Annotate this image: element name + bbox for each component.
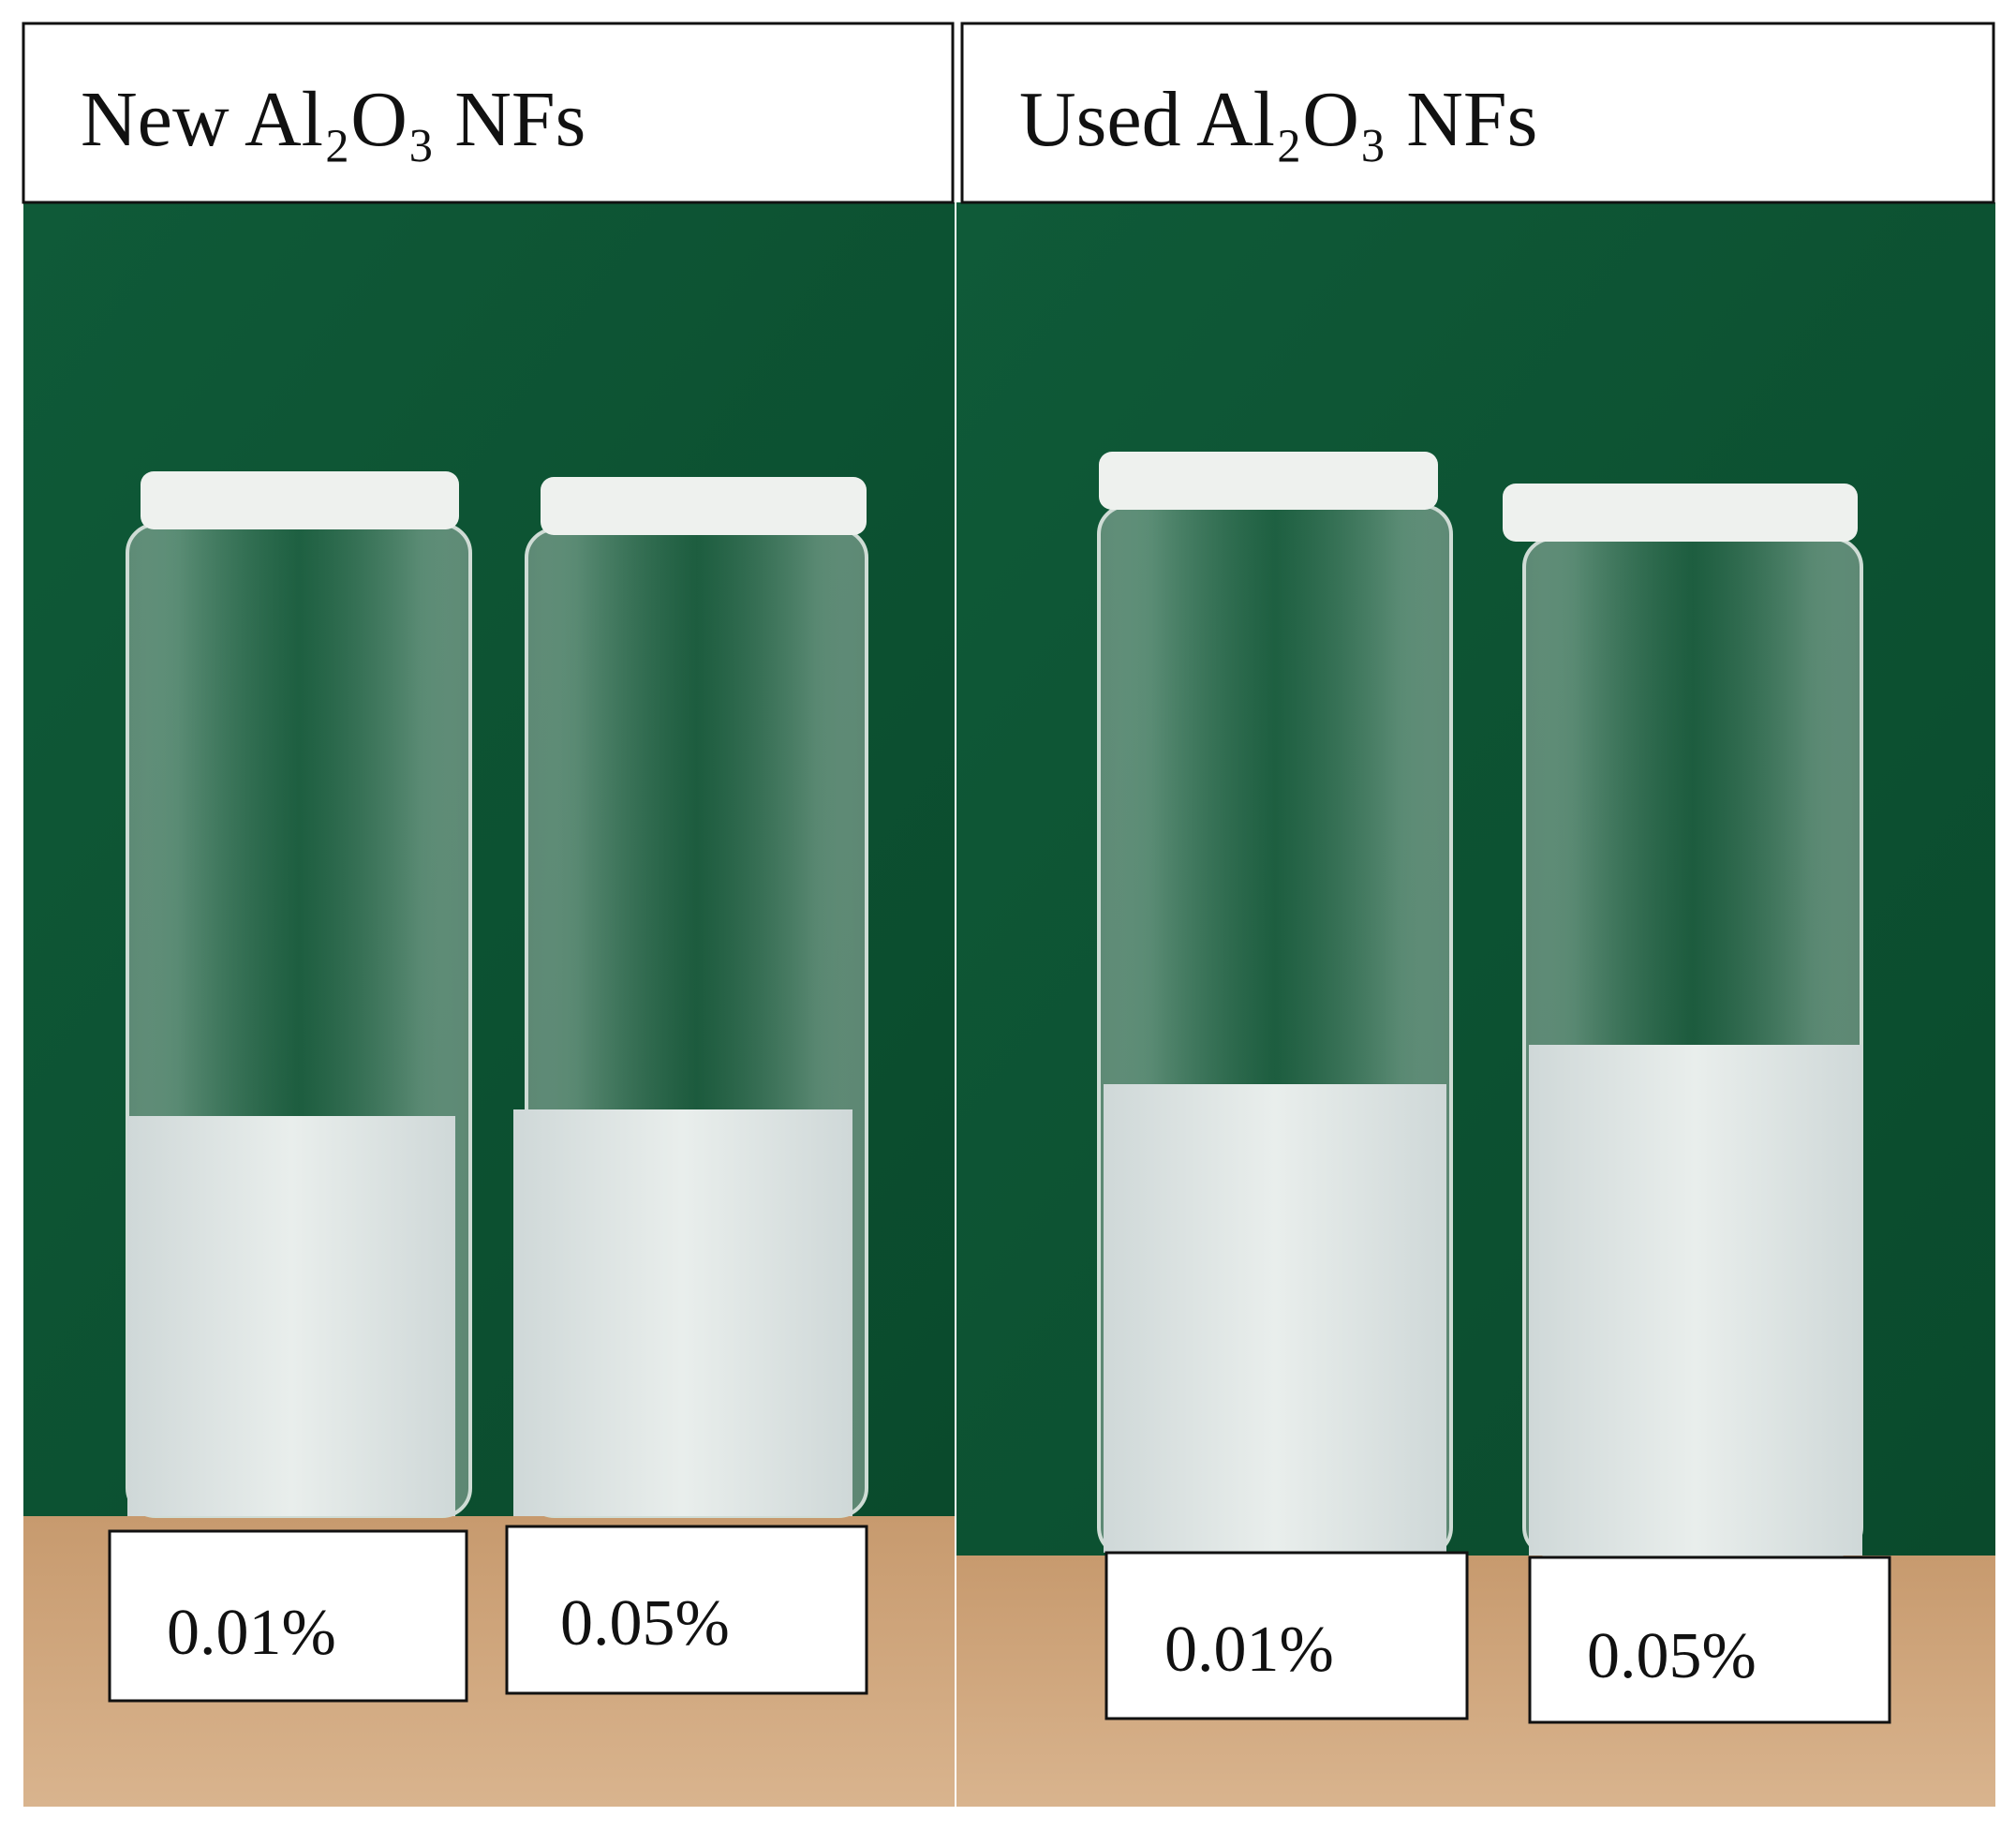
concentration-label: 0.05% <box>560 1587 730 1660</box>
title-box <box>22 22 955 204</box>
panel-title: Used Al₂O₃ NFs <box>1019 76 1537 163</box>
title-box <box>960 22 1995 204</box>
concentration-label: 0.05% <box>1587 1620 1757 1692</box>
panel-title: New Al₂O₃ NFs <box>81 76 586 163</box>
label-box <box>108 1529 468 1703</box>
label-box <box>1104 1551 1469 1720</box>
concentration-label: 0.01% <box>1164 1614 1334 1686</box>
concentration-label: 0.01% <box>167 1597 336 1669</box>
label-box <box>1528 1556 1891 1724</box>
label-box <box>505 1525 868 1695</box>
